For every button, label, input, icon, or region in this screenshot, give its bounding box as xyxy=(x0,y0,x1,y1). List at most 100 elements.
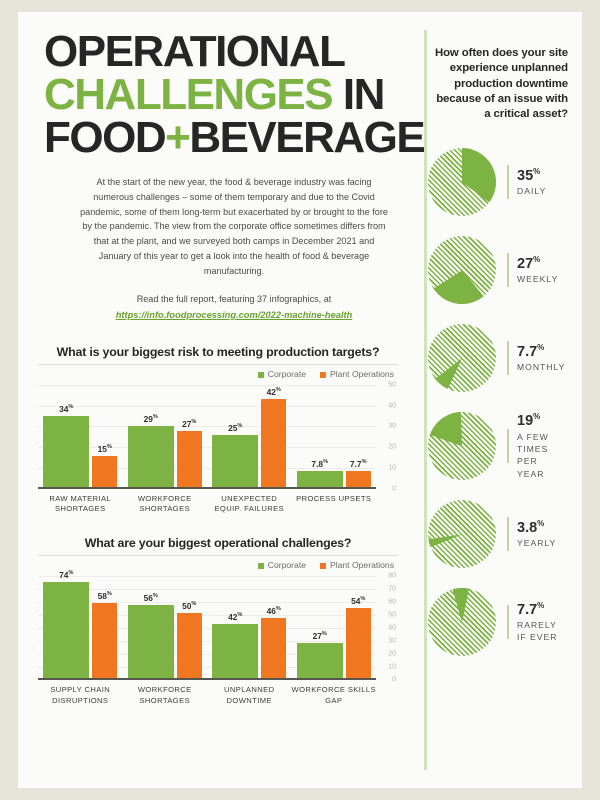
x-axis-label: PROCESS UPSETS xyxy=(296,493,372,503)
bar-corporate: 29% xyxy=(127,414,174,487)
bar-group: 27% 54% xyxy=(296,576,371,679)
title-in: IN xyxy=(332,70,386,120)
chart-operational-challenges: What are your biggest operational challe… xyxy=(38,536,398,706)
pie-category-name: A FEW TIMES PER YEAR xyxy=(517,431,549,479)
pie-category-name: DAILY xyxy=(517,186,547,197)
pie-label-tick xyxy=(507,429,509,464)
pie-value: 27% xyxy=(517,255,541,273)
bar-group: 74% 58% xyxy=(43,570,118,679)
pie-value: 7.7% xyxy=(517,343,545,361)
bar-group: 34% 15% xyxy=(43,385,118,487)
y-axis-tick: 50 xyxy=(388,611,396,619)
bar-value-label: 42% xyxy=(228,611,243,622)
pie-label-tick xyxy=(507,341,509,376)
bar-plant-operations: 15% xyxy=(92,444,118,487)
gridline xyxy=(38,628,376,630)
gridline xyxy=(38,641,376,643)
gridline xyxy=(38,615,376,617)
bar-group: 7.8% 7.7% xyxy=(296,385,371,487)
gridline xyxy=(38,667,376,669)
chart-2-y-axis: 0 10 20 30 40 50 60 70 80 xyxy=(376,572,398,684)
pie-label-text: 19% A FEW TIMES PER YEAR xyxy=(517,412,568,480)
bar-value-label: 58% xyxy=(97,590,112,601)
column-divider xyxy=(424,30,427,770)
x-axis-label: UNEXPECTED EQUIP. FAILURES xyxy=(214,493,285,514)
pie-value: 19% xyxy=(517,412,541,430)
pie-chart-monthly xyxy=(428,324,496,393)
bar-value-label: 25% xyxy=(228,422,243,433)
x-axis-label: UNPLANNED DOWNTIME xyxy=(224,685,275,705)
bar-value-label: 74% xyxy=(59,570,74,581)
y-axis-tick: 50 xyxy=(388,381,396,389)
title-food: FOOD xyxy=(44,113,167,163)
bar-value-label: 56% xyxy=(143,593,158,604)
y-axis-tick: 10 xyxy=(388,464,396,472)
chart-2-plot-area: 74% 58% 56% 50% 42% 46% 27% 54% 0 10 20 30 40 50 60 70… xyxy=(38,570,398,684)
chart-2-legend: Corporate Plant Operations xyxy=(38,556,398,570)
y-axis-tick: 60 xyxy=(388,598,396,606)
chart-2-x-labels: SUPPLY CHAIN DISRUPTIONS WORKFORCE SHORTA… xyxy=(38,685,376,706)
y-axis-tick: 20 xyxy=(388,443,396,451)
x-axis-label: WORKFORCE SHORTAGES xyxy=(137,493,192,514)
y-axis-tick: 0 xyxy=(392,485,396,493)
pie-label-text: 7.7% MONTHLY xyxy=(517,343,565,374)
bar-value-label: 54% xyxy=(351,596,366,607)
legend-label-corporate: Corporate xyxy=(267,560,306,571)
title-plus: + xyxy=(165,113,191,163)
pie-chart-rarely-if-ever xyxy=(428,588,496,657)
chart-1-bars: 34% 15% 29% 27% 25% 42% 7.8% 7.7% xyxy=(38,384,376,489)
y-axis-tick: 30 xyxy=(388,637,396,645)
bar-group: 29% 27% xyxy=(127,385,202,487)
bar-value-label: 7.7% xyxy=(349,458,367,469)
y-axis-tick: 70 xyxy=(388,585,396,593)
title-line-1: OPERATIONAL xyxy=(44,27,346,76)
chart-1-title: What is your biggest risk to meeting pro… xyxy=(56,344,380,359)
report-link[interactable]: https://info.foodprocessing.com/2022-mac… xyxy=(115,309,353,320)
pie-category-name: YEARLY xyxy=(517,538,557,549)
pie-category-name: WEEKLY xyxy=(517,274,559,285)
bar-plant-operations: 50% xyxy=(176,601,202,679)
gridline xyxy=(38,384,376,386)
title-beverage: BEVERAGE xyxy=(189,113,425,163)
pie-row: 7.7% MONTHLY xyxy=(428,314,568,402)
x-axis-label: RAW MATERIAL SHORTAGES xyxy=(49,493,112,514)
pie-row: 7.7% RARELY IF EVER xyxy=(428,578,568,666)
legend-swatch-plant xyxy=(319,371,326,378)
chart-production-risk: What is your biggest risk to meeting pro… xyxy=(38,345,398,515)
pie-label-text: 7.7% RARELY IF EVER xyxy=(517,601,568,644)
intro-paragraph: At the start of the new year, the food &… xyxy=(80,177,388,276)
pie-row: 19% A FEW TIMES PER YEAR xyxy=(428,402,568,490)
bar-value-label: 29% xyxy=(143,414,158,425)
title-line-3: FOOD+BEVERAGE xyxy=(44,113,426,163)
chart-1-y-axis: 0 10 20 30 40 50 xyxy=(376,381,398,493)
bar-group: 56% 50% xyxy=(127,576,202,679)
bar-corporate: 25% xyxy=(212,423,259,487)
pie-label-tick xyxy=(507,165,509,200)
chart-1-rule xyxy=(38,363,398,365)
pie-label-tick xyxy=(507,605,509,640)
pie-remainder-hatch xyxy=(428,500,496,569)
chart-1-plot-area: 34% 15% 29% 27% 25% 42% 7.8% 7.7% 0 10 20 30 40 50 xyxy=(38,381,398,493)
y-axis-tick: 30 xyxy=(388,422,396,430)
bar-corporate: 7.8% xyxy=(296,459,343,487)
x-axis-label: WORKFORCE SKILLS GAP xyxy=(291,685,376,705)
bar-plant-operations: 27% xyxy=(176,419,202,487)
pie-value: 3.8% xyxy=(517,519,545,537)
main-column: OPERATIONAL CHALLENGES IN FOOD+BEVERAGE … xyxy=(18,12,426,788)
chart-1-legend: Corporate Plant Operations xyxy=(38,365,398,379)
y-axis-tick: 80 xyxy=(388,572,396,580)
legend-swatch-plant xyxy=(319,563,326,570)
y-axis-tick: 40 xyxy=(388,624,396,632)
gridline xyxy=(38,447,376,449)
cta-text: Read the full report, featuring 37 infog… xyxy=(136,294,332,305)
chart-2-title: What are your biggest operational challe… xyxy=(84,536,352,551)
legend-item-corporate: Corporate xyxy=(257,369,306,379)
y-axis-tick: 20 xyxy=(388,650,396,658)
pie-label-group: 19% A FEW TIMES PER YEAR xyxy=(507,412,568,480)
bar-group: 42% 46% xyxy=(212,576,287,679)
pie-chart-a-few-times-per-year xyxy=(428,412,496,481)
bar-value-label: 15% xyxy=(97,443,112,454)
page-title: OPERATIONAL CHALLENGES IN FOOD+BEVERAGE xyxy=(32,27,426,163)
bar-value-label: 50% xyxy=(182,601,197,612)
bar-plant-operations: 58% xyxy=(92,591,118,679)
